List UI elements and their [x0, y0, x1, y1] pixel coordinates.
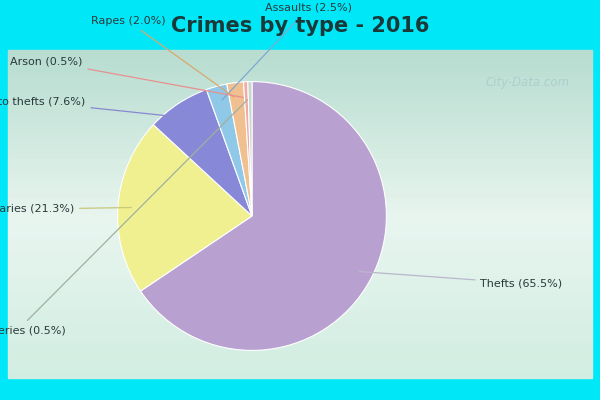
Bar: [8, 263, 592, 269]
Bar: [8, 148, 592, 154]
Bar: [8, 143, 592, 148]
Bar: [8, 94, 592, 99]
Bar: [8, 116, 592, 121]
Bar: [8, 56, 592, 61]
Bar: [8, 110, 592, 116]
Bar: [8, 362, 592, 367]
Bar: [8, 159, 592, 165]
Bar: [8, 252, 592, 258]
Bar: [8, 192, 592, 198]
Text: City-Data.com: City-Data.com: [486, 76, 570, 89]
Bar: [8, 77, 592, 83]
Text: Auto thefts (7.6%): Auto thefts (7.6%): [0, 97, 184, 118]
Bar: [8, 372, 592, 378]
Bar: [8, 290, 592, 296]
Bar: [8, 302, 592, 307]
Bar: [8, 247, 592, 252]
Text: Arson (0.5%): Arson (0.5%): [10, 56, 243, 97]
Bar: [8, 329, 592, 334]
Wedge shape: [154, 90, 252, 216]
Bar: [8, 230, 592, 236]
Wedge shape: [118, 125, 252, 291]
Bar: [8, 99, 592, 105]
Wedge shape: [244, 82, 252, 216]
Bar: [8, 126, 592, 132]
Bar: [8, 356, 592, 362]
Bar: [8, 176, 592, 181]
Bar: [8, 132, 592, 138]
Bar: [8, 170, 592, 176]
Bar: [8, 269, 592, 274]
Bar: [8, 241, 592, 247]
Bar: [8, 165, 592, 170]
Text: Crimes by type - 2016: Crimes by type - 2016: [171, 16, 429, 36]
Bar: [8, 285, 592, 290]
Bar: [8, 214, 592, 220]
Bar: [8, 50, 592, 56]
Bar: [8, 274, 592, 280]
Bar: [8, 66, 592, 72]
Bar: [8, 307, 592, 312]
Bar: [8, 203, 592, 208]
Bar: [8, 61, 592, 66]
Bar: [8, 105, 592, 110]
Bar: [8, 121, 592, 126]
Bar: [8, 220, 592, 225]
Bar: [8, 334, 592, 340]
Text: Thefts (65.5%): Thefts (65.5%): [359, 272, 563, 288]
Bar: [8, 181, 592, 187]
Bar: [8, 351, 592, 356]
Bar: [8, 323, 592, 329]
Bar: [8, 318, 592, 323]
Bar: [8, 236, 592, 241]
Bar: [8, 88, 592, 94]
Bar: [8, 340, 592, 345]
Bar: [8, 280, 592, 285]
Bar: [8, 345, 592, 351]
Wedge shape: [227, 82, 252, 216]
Bar: [8, 225, 592, 230]
Text: Assaults (2.5%): Assaults (2.5%): [222, 3, 352, 100]
Wedge shape: [206, 84, 252, 216]
Text: Rapes (2.0%): Rapes (2.0%): [91, 16, 234, 97]
Bar: [8, 72, 592, 77]
Bar: [8, 208, 592, 214]
Bar: [8, 367, 592, 372]
Text: Burglaries (21.3%): Burglaries (21.3%): [0, 204, 131, 214]
Bar: [8, 187, 592, 192]
Bar: [8, 296, 592, 302]
Wedge shape: [140, 82, 386, 350]
Bar: [8, 258, 592, 263]
Bar: [8, 198, 592, 203]
Bar: [8, 312, 592, 318]
Bar: [8, 138, 592, 143]
Wedge shape: [248, 82, 252, 216]
Text: Robberies (0.5%): Robberies (0.5%): [0, 100, 247, 335]
Bar: [8, 154, 592, 159]
Bar: [8, 83, 592, 88]
